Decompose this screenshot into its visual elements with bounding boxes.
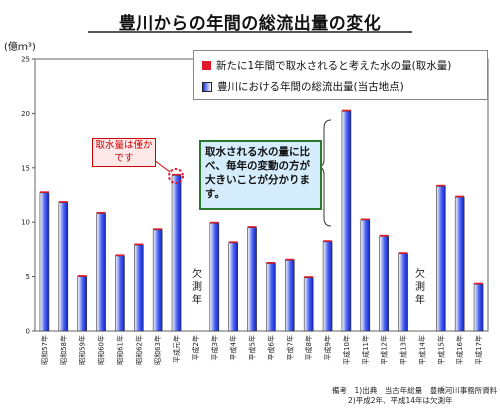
legend-swatch-intake [202, 61, 211, 70]
x-tick-label: 平成13年 [399, 335, 408, 365]
x-tick-label: 平成14年 [417, 335, 426, 365]
bar-total-10 [228, 242, 238, 332]
bar-total-21 [436, 185, 446, 332]
bar-intake-21 [436, 184, 446, 187]
y-tick-label: 25 [21, 56, 30, 64]
x-axis-labels: 昭和57年 昭和58年 昭和59年 昭和60年 昭和61年 昭和62年 昭和63年 平成元年 平… [40, 335, 483, 365]
x-tick-label: 平成3年 [210, 335, 219, 360]
x-tick-label: 平成12年 [380, 335, 389, 365]
title-underline [88, 31, 412, 33]
x-tick-label: 昭和62年 [134, 335, 143, 365]
bar-total-4 [115, 255, 125, 332]
x-tick-label: 平成4年 [229, 335, 238, 360]
intake-highlight-circle [168, 168, 184, 184]
bar-total-6 [152, 229, 163, 332]
bar-intake-18 [379, 234, 389, 237]
x-tick-label: 平成9年 [323, 335, 332, 360]
bar-intake-11 [247, 226, 257, 228]
bar-total-5 [134, 244, 144, 332]
x-tick-label: 平成16年 [455, 335, 464, 365]
missing-year-label-h2: 欠測年 [192, 269, 202, 306]
x-tick-label: 昭和59年 [78, 335, 87, 365]
y-tick-label: 15 [21, 164, 30, 172]
bar-total-22 [454, 196, 465, 332]
bar-intake-17 [360, 218, 370, 221]
x-tick-label: 平成17年 [474, 335, 483, 365]
bar-intake-15 [323, 240, 333, 242]
missing-year-label-h14: 欠測年 [415, 269, 425, 306]
bar-total-11 [247, 227, 257, 332]
bar-total-16 [341, 110, 352, 332]
legend-swatch-total [202, 81, 212, 92]
bar-total-9 [209, 222, 220, 332]
x-tick-label: 昭和60年 [97, 335, 106, 365]
legend-label-intake: 新たに1年間で取水されると考えた水の量(取水量) [216, 60, 452, 72]
bar-intake-23 [474, 282, 484, 285]
legend-item-intake: 新たに1年間で取水されると考えた水の量(取水量) [202, 58, 451, 73]
bar-total-14 [303, 277, 314, 332]
bar-intake-2 [77, 275, 87, 277]
y-axis: 0 5 10 15 20 25 [21, 56, 35, 336]
bar-total-15 [322, 241, 333, 332]
bar-intake-19 [398, 252, 408, 254]
x-tick-label: 平成元年 [172, 335, 181, 363]
x-tick-label: 平成7年 [285, 335, 294, 360]
bar-total-18 [379, 236, 389, 332]
x-tick-label: 平成11年 [361, 335, 370, 365]
x-tick-label: 平成5年 [248, 335, 257, 360]
x-tick-label: 平成6年 [266, 335, 275, 360]
x-tick-label: 平成2年 [191, 335, 200, 360]
x-tick-label: 昭和58年 [59, 335, 68, 365]
bar-total-2 [77, 276, 87, 332]
source-note-line2: 2)平成2年、平成14年は欠測年 [348, 396, 453, 405]
bar-intake-3 [96, 211, 106, 214]
callout-intake-small-text: 取水量は僅かです [95, 140, 153, 164]
legend-item-total: 豊川における年間の総流出量(当古地点) [202, 79, 404, 94]
y-tick-label: 20 [21, 110, 30, 118]
y-tick-label: 5 [26, 273, 30, 281]
bar-intake-7 [172, 173, 182, 176]
callout-variation-text: 取水される水の量に比べ、毎年の変動の方が大きいことが分かります。 [205, 146, 310, 200]
chart-title: 豊川からの年間の総流出量の変化 [118, 14, 382, 34]
y-tick-label: 10 [21, 219, 30, 227]
x-tick-label: 平成15年 [436, 335, 445, 365]
bar-intake-0 [39, 191, 49, 193]
bar-intake-5 [134, 243, 144, 246]
bar-intake-16 [341, 109, 351, 112]
bar-total-3 [96, 213, 106, 332]
bar-total-7 [171, 175, 182, 332]
bar-total-19 [398, 253, 408, 332]
bar-intake-14 [304, 276, 314, 278]
x-tick-label: 平成10年 [342, 335, 351, 365]
bar-intake-6 [153, 228, 163, 230]
callout-intake-small: 取水量は僅かです [92, 138, 156, 167]
x-tick-label: 昭和61年 [115, 335, 124, 365]
bar-intake-4 [115, 254, 125, 256]
bar-total-1 [58, 202, 69, 332]
bar-total-0 [39, 192, 50, 332]
source-note-line1: 備考 1)出典 当古年総量 豊橋河川事務所資料 [332, 386, 498, 395]
bar-total-17 [360, 219, 371, 332]
y-axis-unit: (億ｍ³) [4, 42, 36, 53]
callout-pointer [153, 159, 171, 173]
bar-intake-10 [228, 241, 238, 243]
legend: 新たに1年間で取水されると考えた水の量(取水量) 豊川における年間の総流出量(当… [193, 50, 488, 100]
bar-total-23 [473, 283, 484, 332]
x-tick-label: 平成8年 [304, 335, 313, 360]
y-tick-label: 0 [26, 328, 30, 336]
callout-variation: 取水される水の量に比べ、毎年の変動の方が大きいことが分かります。 [199, 140, 322, 210]
x-tick-label: 昭和57年 [40, 335, 49, 365]
bar-intake-12 [266, 262, 276, 264]
bar-total-12 [266, 263, 276, 332]
bar-intake-22 [455, 195, 465, 198]
bar-intake-9 [209, 221, 219, 224]
x-tick-label: 昭和63年 [153, 335, 162, 365]
bar-total-13 [285, 259, 295, 332]
bars [39, 109, 484, 332]
bar-intake-1 [58, 201, 68, 203]
bar-intake-13 [285, 258, 295, 261]
legend-label-total: 豊川における年間の総流出量(当古地点) [217, 81, 404, 93]
